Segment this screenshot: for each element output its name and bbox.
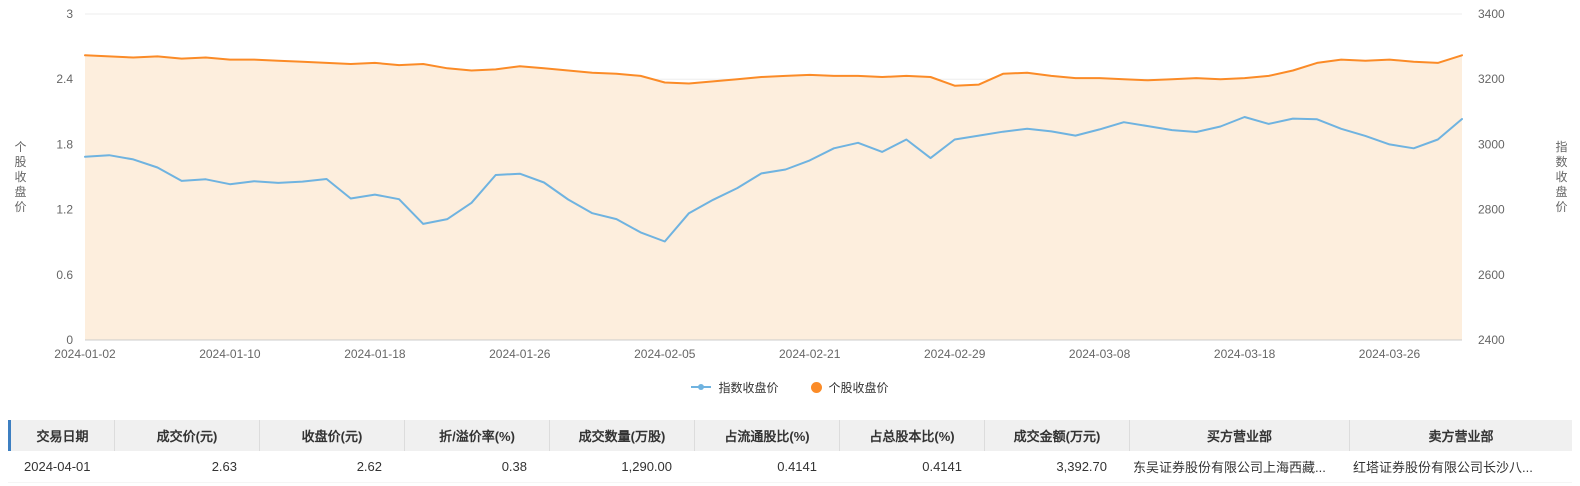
svg-text:2600: 2600 [1478, 268, 1505, 282]
col-header-seller-branch: 卖方营业部 [1428, 429, 1494, 444]
col-header-deal-price: 成交价(元) [115, 420, 260, 451]
svg-text:2024-02-29: 2024-02-29 [924, 347, 986, 361]
col-header-total-ratio: 占总股本比(%) [840, 420, 985, 451]
cell-amount: 3,392.70 [1056, 459, 1107, 474]
svg-text:3: 3 [66, 7, 73, 21]
col-header-close-price: 收盘价(元) [260, 420, 405, 451]
chart-legend: 指数收盘价 个股收盘价 [0, 376, 1580, 398]
table-header-row: 交易日期 成交价(元) 收盘价(元) 折/溢价率(%) 成交数量(万股) 占流通… [8, 420, 1572, 451]
svg-text:2024-02-21: 2024-02-21 [779, 347, 841, 361]
svg-text:2400: 2400 [1478, 333, 1505, 347]
table-row: 2024-04-01 2.63 2.62 0.38 1,290.00 0.414… [8, 451, 1572, 483]
cell-close-price: 2.62 [356, 459, 382, 474]
col-header-trade-date: 交易日期 [11, 420, 115, 451]
block-trade-table: 交易日期 成交价(元) 收盘价(元) 折/溢价率(%) 成交数量(万股) 占流通… [8, 420, 1572, 483]
svg-text:2024-03-08: 2024-03-08 [1069, 347, 1131, 361]
svg-text:3400: 3400 [1478, 7, 1505, 21]
svg-text:2024-03-26: 2024-03-26 [1359, 347, 1421, 361]
col-header-premium-rate: 折/溢价率(%) [405, 420, 550, 451]
svg-text:1.2: 1.2 [56, 203, 73, 217]
line-series-marker-icon [691, 384, 712, 390]
legend-item-index-close[interactable]: 指数收盘价 [691, 379, 779, 396]
cell-float-ratio: 0.4141 [777, 459, 817, 474]
price-chart-canvas: 0 0.6 1.2 1.8 2.4 3 2400 2600 2800 3000 3200 3400 20… [54, 7, 1505, 361]
svg-text:3000: 3000 [1478, 137, 1505, 151]
svg-text:2024-01-02: 2024-01-02 [54, 347, 116, 361]
cell-total-ratio: 0.4141 [922, 459, 962, 474]
svg-text:2024-01-10: 2024-01-10 [199, 347, 261, 361]
col-header-amount: 成交金额(万元) [985, 420, 1130, 451]
svg-text:2024-02-05: 2024-02-05 [634, 347, 696, 361]
cell-deal-price: 2.63 [211, 459, 237, 474]
cell-volume: 1,290.00 [621, 459, 672, 474]
col-header-buyer-branch: 买方营业部 [1130, 420, 1350, 451]
svg-text:2800: 2800 [1478, 203, 1505, 217]
cell-premium-rate: 0.38 [501, 459, 527, 474]
svg-text:0: 0 [66, 333, 73, 347]
col-header-float-ratio: 占流通股比(%) [695, 420, 840, 451]
svg-text:2024-01-18: 2024-01-18 [344, 347, 406, 361]
cell-buyer-branch: 东吴证券股份有限公司上海西藏... [1133, 460, 1326, 475]
legend-item-stock-close[interactable]: 个股收盘价 [810, 379, 889, 396]
circle-series-marker-icon [810, 381, 822, 393]
legend-label-index-close: 指数收盘价 [718, 380, 779, 395]
price-chart: 0 0.6 1.2 1.8 2.4 3 2400 2600 2800 3000 3200 3400 20… [13, 7, 1568, 361]
cell-trade-date: 2024-04-01 [24, 459, 91, 474]
col-header-volume: 成交数量(万股) [550, 420, 695, 451]
cell-seller-branch: 红塔证券股份有限公司长沙八... [1353, 460, 1533, 475]
svg-text:2.4: 2.4 [56, 72, 73, 86]
right-axis-title: 指数收盘价 [1554, 140, 1568, 216]
left-axis-title: 个股收盘价 [13, 140, 27, 216]
svg-text:3200: 3200 [1478, 72, 1505, 86]
stock-area [85, 55, 1462, 341]
svg-text:2024-03-18: 2024-03-18 [1214, 347, 1276, 361]
svg-text:0.6: 0.6 [56, 268, 73, 282]
index-line [84, 116, 1463, 243]
stock-line [84, 54, 1463, 87]
svg-text:1.8: 1.8 [56, 137, 73, 151]
legend-label-stock-close: 个股收盘价 [828, 380, 889, 395]
svg-text:2024-01-26: 2024-01-26 [489, 347, 551, 361]
